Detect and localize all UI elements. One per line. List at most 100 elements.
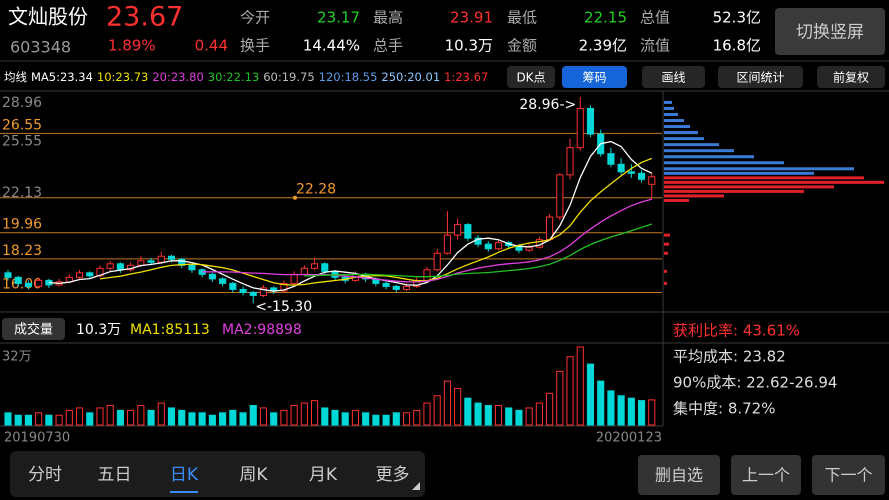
tab[interactable]: 分时 — [28, 465, 62, 485]
toolbar-button-label[interactable]: 筹码 — [582, 71, 606, 85]
tab[interactable]: 更多 — [376, 465, 410, 485]
candle-body — [392, 285, 400, 290]
candle-body — [382, 282, 390, 287]
toolbar-button-label[interactable]: DK点 — [516, 71, 545, 85]
candle-body — [556, 174, 564, 218]
level-label: 16.00 — [2, 276, 42, 292]
level-label: 19.96 — [2, 217, 42, 233]
volume-bar — [24, 414, 33, 426]
chip-bar — [664, 149, 734, 153]
stat-value: 10.3万 — [445, 37, 493, 55]
high-note: 28.96-> — [519, 97, 576, 113]
stat-label: 金额 — [507, 37, 537, 55]
chip-bar — [664, 242, 669, 246]
action-button-bg — [638, 455, 720, 495]
volume-bar — [474, 402, 482, 426]
ma-legend-item: MA5:23.34 — [31, 70, 93, 84]
level-label: 26.55 — [2, 117, 42, 133]
stock-name: 文灿股份 — [8, 5, 88, 29]
chip-bar — [664, 194, 724, 198]
action-button[interactable]: 下一个 — [812, 455, 885, 495]
volume-button[interactable]: 成交量 — [2, 318, 65, 340]
candle-body — [249, 291, 257, 296]
tab[interactable]: 周K — [239, 465, 268, 485]
candle-body — [229, 282, 237, 290]
volume-bar — [219, 412, 227, 426]
stat-value: 2.39亿 — [579, 37, 627, 55]
toolbar-button[interactable]: 前复权 — [817, 66, 885, 88]
toolbar-button[interactable]: 画线 — [642, 66, 705, 88]
candle-body — [423, 269, 431, 281]
volume-bar — [556, 370, 564, 426]
chip-bar — [664, 143, 719, 147]
candle-body — [433, 252, 441, 271]
ma-line — [202, 198, 652, 283]
chip-bar — [664, 119, 684, 123]
ma-legend-item: 250:20.01 — [381, 70, 440, 84]
tab[interactable]: 日K — [170, 465, 199, 485]
ma-legend-item: 20:23.80 — [152, 70, 203, 84]
volume-bar — [505, 407, 513, 426]
tab[interactable]: 五日 — [98, 465, 132, 485]
action-button-label[interactable]: 上一个 — [742, 466, 790, 485]
volume-bar — [167, 407, 176, 426]
volume-bar — [382, 414, 390, 426]
candle-body — [464, 224, 472, 239]
volume-bar — [433, 395, 441, 426]
volume-bar — [290, 405, 298, 426]
volume-bar — [259, 407, 268, 426]
orientation-button-label[interactable]: 切换竖屏 — [796, 23, 864, 43]
action-button-bg — [731, 455, 801, 495]
end-date: 20200123 — [596, 431, 662, 446]
ma-line — [48, 140, 653, 292]
volume-button-label[interactable]: 成交量 — [14, 322, 53, 338]
candle-body — [586, 107, 595, 135]
candle-body — [617, 163, 625, 173]
candle-body — [576, 107, 584, 149]
volume-bar — [372, 414, 380, 426]
stat-label: 今开 — [240, 9, 270, 27]
stat-label: 总手 — [373, 37, 403, 55]
volume-ma1: MA1:85113 — [130, 322, 210, 338]
candle-body — [4, 272, 12, 278]
candle-body — [259, 287, 268, 296]
volume-bar — [637, 400, 646, 426]
chip-stat: 平均成本: 23.82 — [673, 348, 786, 366]
chip-bar — [664, 233, 670, 237]
action-button[interactable]: 上一个 — [731, 455, 801, 495]
stat-value: 14.44% — [303, 37, 360, 55]
volume-bar — [137, 405, 145, 426]
ma-legend: 均线 MA5:23.34 10:23.73 20:23.80 30:22.13 60:19… — [4, 70, 488, 84]
volume-total: 10.3万 — [76, 322, 121, 338]
chip-stat: 获利比率: 43.61% — [673, 322, 800, 340]
action-button-label[interactable]: 下一个 — [824, 466, 872, 485]
candle-body — [566, 147, 574, 176]
ma-legend-item: 60:19.75 — [263, 70, 314, 84]
toolbar-button-label[interactable]: 区间统计 — [736, 71, 784, 85]
toolbar-button-label[interactable]: 画线 — [661, 71, 685, 85]
candle-body — [300, 267, 308, 275]
toolbar-button-label[interactable]: 前复权 — [833, 70, 869, 85]
chip-bar — [664, 131, 698, 135]
toolbar-button[interactable]: DK点 — [507, 66, 555, 88]
volume-button-bg — [2, 318, 65, 340]
chip-bar — [664, 125, 690, 129]
volume-bar — [310, 400, 319, 426]
stat-value: 22.15 — [584, 9, 627, 27]
mark-label: 22.28 — [296, 182, 336, 198]
volume-bar — [4, 412, 12, 426]
action-button-label[interactable]: 删自选 — [655, 466, 703, 485]
orientation-button[interactable]: 切换竖屏 — [775, 8, 885, 55]
volume-bar — [597, 380, 605, 426]
toolbar-button[interactable]: 区间统计 — [718, 66, 803, 88]
candle-body — [402, 285, 411, 290]
volume-bar — [35, 412, 43, 426]
action-button[interactable]: 删自选 — [638, 455, 720, 495]
volume-bar — [229, 409, 237, 426]
chip-bar — [664, 251, 668, 255]
tab[interactable]: 月K — [309, 465, 338, 485]
volume-bar — [208, 414, 216, 426]
toolbar-button[interactable]: 筹码 — [562, 66, 627, 88]
volume-bar — [351, 409, 360, 426]
ma-legend-item: 10:23.73 — [97, 70, 148, 84]
